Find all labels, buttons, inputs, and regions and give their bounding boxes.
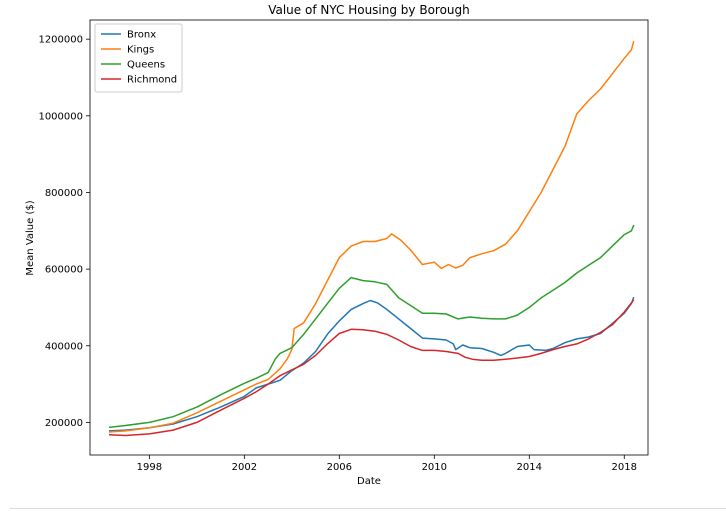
series-line-queens [108,224,635,429]
y-tick-label: 400000 [45,341,83,352]
divider [10,508,726,509]
series-line-kings [108,40,635,433]
legend-label: Queens [127,60,165,71]
x-tick-label: 2018 [612,462,637,473]
x-tick-label: 2014 [517,462,542,473]
plot-area [108,40,635,437]
plot-frame [89,19,649,456]
legend: Bronx Kings Queens Richmond [94,23,183,93]
y-tick-label: 600000 [45,265,83,276]
chart-title: Value of NYC Housing by Borough [268,3,470,17]
y-tick-label: 200000 [45,418,83,429]
legend-label: Kings [127,45,154,56]
y-tick-label: 800000 [45,188,83,199]
axes: 1998 2002 2006 2010 2014 2018 200000 400000 6000… [38,19,649,473]
x-tick-label: 2006 [327,462,352,473]
x-tick-label: 2010 [422,462,447,473]
series-line-richmond [108,299,635,437]
x-axis-label: Date [357,476,381,487]
y-tick-label: 1000000 [38,111,83,122]
legend-label: Bronx [127,30,156,41]
x-tick-label: 1998 [137,462,162,473]
legend-label: Richmond [127,75,177,86]
y-axis-label: Mean Value ($) [25,200,36,275]
y-tick-label: 1200000 [38,35,83,46]
legend-box [94,23,183,93]
series-line-bronx [108,296,635,432]
x-tick-label: 2002 [232,462,257,473]
